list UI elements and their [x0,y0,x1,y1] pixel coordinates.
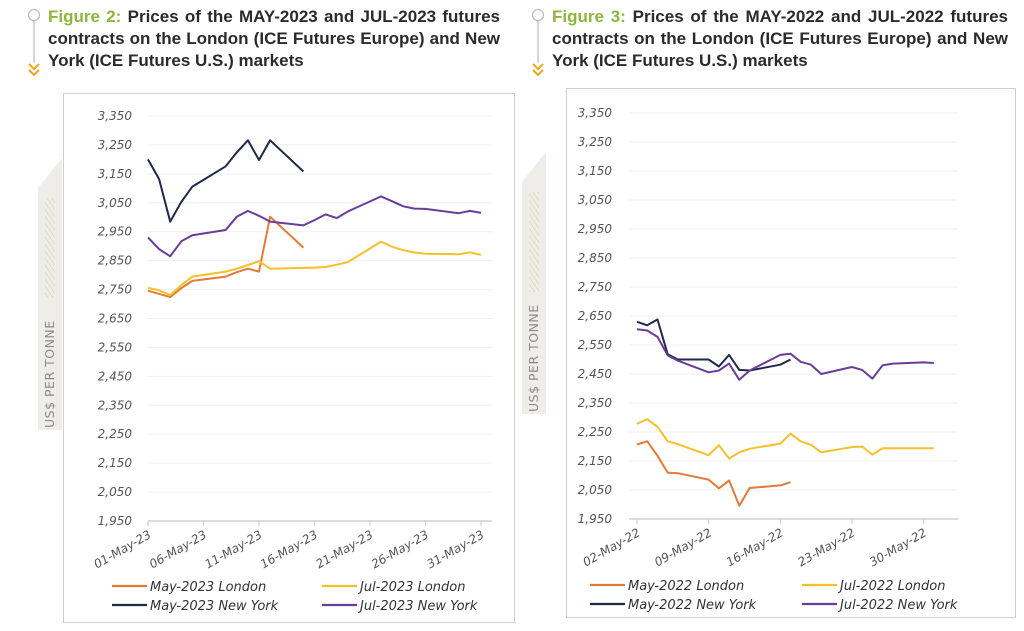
x-tick-label: 06-May-23 [147,527,209,571]
y-tick-label: 3,150 [578,164,613,178]
y-tick-label: 2,350 [98,398,133,412]
y-axis-label: US$ PER TONNE [42,320,57,428]
y-tick-label: 3,350 [98,109,133,123]
x-tick-label: 09-May-22 [652,525,714,569]
y-axis-label-band: US$ PER TONNE [522,152,546,414]
figure-2: Figure 2: Prices of the MAY-2023 and JUL… [27,6,515,623]
legend-item: Jul-2022 London [802,579,945,594]
x-tick-label: 16-May-22 [724,525,786,569]
series-line-may-2022-new-york [636,318,791,372]
figure-3: Figure 3: Prices of the MAY-2022 and JUL… [512,0,1024,631]
y-tick-label: 2,750 [98,283,133,297]
y-tick-label: 2,550 [578,338,613,352]
y-tick-label: 2,950 [98,225,133,239]
y-tick-label: 2,350 [578,396,613,410]
figure-number: Figure 2: [48,7,122,26]
y-axis-label: US$ PER TONNE [526,304,541,412]
line-chart: 1,950 2,050 2,150 2,250 2,350 2,450 2,550 2,650… [578,106,958,613]
figure-caption: Figure 3: Prices of the MAY-2022 and JUL… [552,6,1008,72]
y-tick-label: 1,950 [578,512,613,526]
figure-title: Prices of the MAY-2023 and JUL-2023 futu… [48,7,500,70]
chart-frame [63,93,515,623]
legend-item: May-2022 New York [590,598,757,613]
series-line-jul-2022-london [636,418,934,460]
legend-item: May-2022 London [590,579,744,594]
y-tick-label: 2,150 [578,454,613,468]
x-tick-label: 02-May-22 [580,525,642,569]
legend-item: Jul-2022 New York [802,598,958,613]
y-tick-label: 2,150 [98,456,133,470]
y-tick-label: 2,850 [578,251,613,265]
y-tick-label: 2,450 [98,369,133,383]
legend-label: May-2022 London [628,579,744,594]
legend-label: Jul-2023 London [357,580,465,595]
y-tick-label: 3,150 [98,167,133,181]
legend-label: Jul-2023 New York [357,599,478,614]
y-tick-label: 2,250 [98,427,133,441]
series-line-may-2023-new-york [147,139,305,223]
y-tick-label: 3,050 [98,196,133,210]
x-tick-label: 16-May-23 [258,527,320,571]
x-tick-label: 26-May-23 [369,527,431,571]
caption-marker-icon [531,8,545,77]
figure-number: Figure 3: [552,7,626,26]
y-tick-label: 1,950 [98,514,133,528]
legend-item: Jul-2023 New York [322,599,478,614]
figure-caption: Figure 2: Prices of the MAY-2023 and JUL… [48,6,500,72]
y-tick-label: 2,550 [98,340,133,354]
x-tick-label: 23-May-22 [795,525,857,569]
x-tick-label: 31-May-23 [424,527,486,571]
line-chart: 1,950 2,050 2,150 2,250 2,350 2,450 2,550 2,650… [91,109,492,614]
legend-item: Jul-2023 London [322,580,465,595]
y-tick-label: 3,350 [578,106,613,120]
y-tick-label: 2,650 [578,309,613,323]
figure-title: Prices of the MAY-2022 and JUL-2022 futu… [552,7,1008,70]
y-tick-label: 2,050 [578,483,613,497]
y-tick-label: 2,850 [98,254,133,268]
y-tick-label: 2,750 [578,280,613,294]
legend-label: May-2023 London [150,580,266,595]
y-tick-label: 3,250 [98,138,133,152]
x-tick-label: 21-May-23 [313,527,375,571]
y-tick-label: 3,050 [578,193,613,207]
x-tick-label: 30-May-22 [867,525,929,569]
legend-label: May-2023 New York [150,599,279,614]
series-line-jul-2023-london [147,240,482,297]
x-tick-label: 11-May-23 [202,527,264,571]
series-line-jul-2023-new-york [147,195,482,258]
caption-marker-icon [27,8,41,77]
y-axis-label-band: US$ PER TONNE [38,158,62,430]
series-line-jul-2022-new-york [636,328,934,381]
legend-label: Jul-2022 New York [837,598,958,613]
legend-item: May-2023 New York [112,599,279,614]
y-tick-label: 2,050 [98,485,133,499]
y-tick-label: 2,950 [578,222,613,236]
legend-label: May-2022 New York [628,598,757,613]
series-line-may-2023-london [147,215,305,299]
y-tick-label: 2,250 [578,425,613,439]
legend-label: Jul-2022 London [837,579,945,594]
y-tick-label: 2,650 [98,312,133,326]
y-tick-label: 2,450 [578,367,613,381]
x-tick-label: 01-May-23 [91,527,153,571]
legend-item: May-2023 London [112,580,266,595]
y-tick-label: 3,250 [578,135,613,149]
series-line-may-2022-london [636,440,791,507]
